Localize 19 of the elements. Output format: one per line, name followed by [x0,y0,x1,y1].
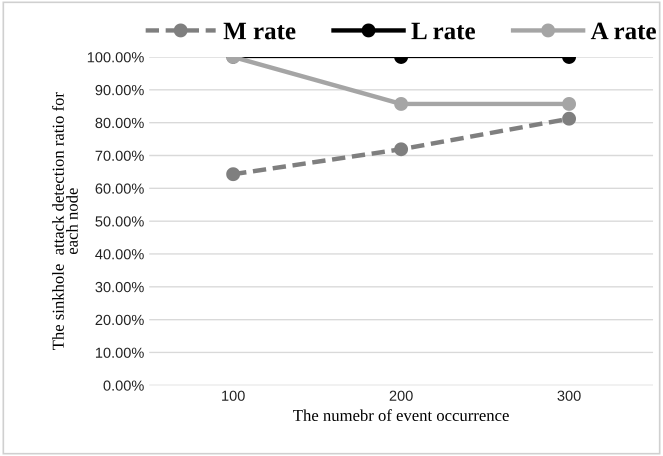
y-tick-label: 60.00% [96,183,144,194]
legend-label: L rate [411,22,475,40]
legend-label: A rate [590,22,656,40]
x-tick-label: 300 [557,390,581,401]
y-tick-label: 0.00% [104,380,144,391]
legend-label: M rate [224,22,296,40]
y-tick-label: 100.00% [88,52,144,62]
y-axis-title: The sinkhole attack detection ratio for each node [52,92,78,350]
y-tick-label: 80.00% [95,118,144,128]
x-tick-label: 100 [222,390,245,401]
y-tick-label: 50.00% [95,216,144,227]
y-tick-label: 90.00% [96,84,144,96]
y-tick-label: 30.00% [95,282,144,292]
y-tick-label: 20.00% [96,314,144,326]
x-tick-label: 200 [390,390,413,401]
y-tick-label: 70.00% [96,150,144,161]
x-axis-title: The numebr of event occurrence [293,409,509,422]
y-tick-label: 40.00% [95,249,144,260]
y-tick-label: 10.00% [96,348,144,358]
